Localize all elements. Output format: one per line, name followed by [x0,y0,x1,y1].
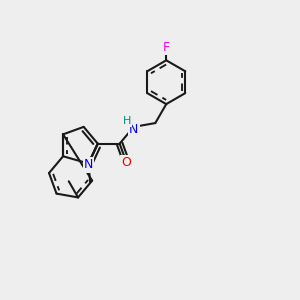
Text: F: F [163,41,170,54]
Text: N: N [84,158,93,172]
Text: H: H [123,116,131,126]
Text: N: N [129,123,138,136]
Text: O: O [121,156,131,169]
